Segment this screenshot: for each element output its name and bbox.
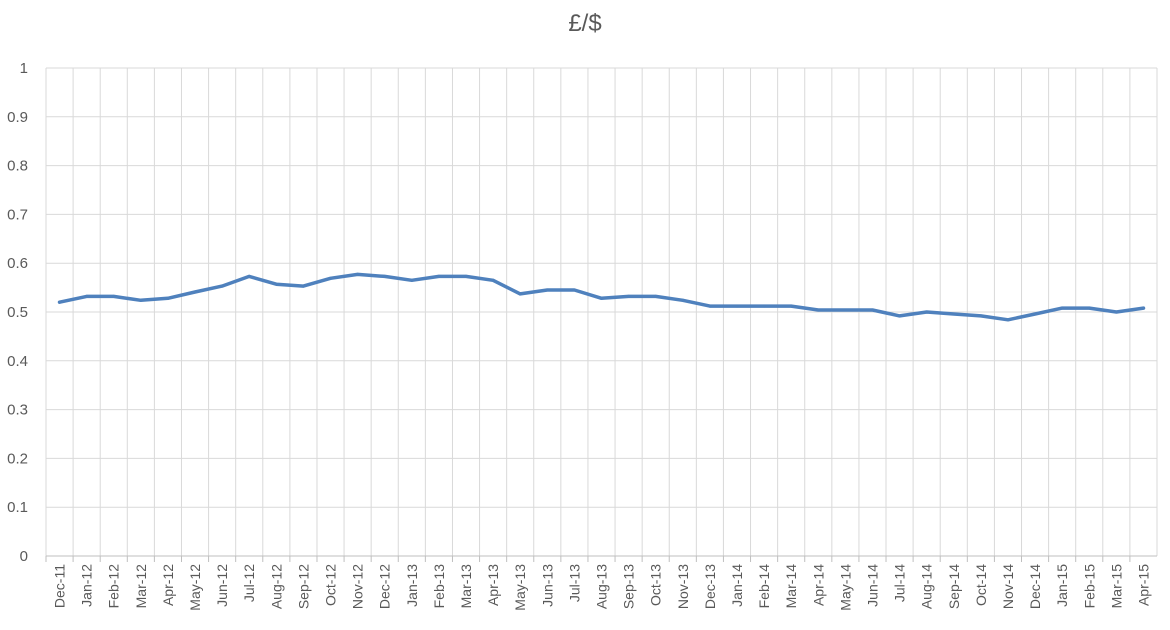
x-tick-label: Apr-15	[1135, 564, 1151, 606]
data-point	[952, 312, 956, 316]
x-tick-label: Aug-12	[268, 564, 284, 609]
x-tick-label: Apr-13	[485, 564, 501, 606]
data-point	[58, 300, 62, 304]
data-point	[925, 310, 929, 314]
x-tick-label: May-12	[187, 564, 203, 611]
x-tick-label: May-13	[512, 564, 528, 611]
x-tick-label: Feb-12	[106, 564, 122, 609]
x-tick-label: Mar-13	[458, 564, 474, 609]
y-tick-label: 0.9	[7, 109, 28, 126]
data-point	[437, 274, 441, 278]
data-point	[1033, 312, 1037, 316]
y-tick-label: 0.6	[7, 255, 28, 272]
x-tick-label: Jun-14	[864, 564, 880, 607]
data-point	[654, 294, 658, 298]
x-tick-label: Jul-12	[241, 564, 257, 602]
x-tick-label: Nov-12	[350, 564, 366, 609]
x-tick-label: Dec-11	[52, 564, 68, 608]
x-tick-label: Mar-12	[133, 564, 149, 609]
x-tick-label: Apr-12	[160, 564, 176, 606]
data-point	[870, 308, 874, 312]
data-point	[1087, 306, 1091, 310]
x-tick-label: Aug-13	[594, 564, 610, 609]
x-tick-label: Feb-15	[1081, 564, 1097, 609]
data-point	[1006, 318, 1010, 322]
x-tick-label: Dec-14	[1027, 564, 1043, 609]
x-tick-label: Sep-12	[295, 564, 311, 609]
x-tick-label: May-14	[837, 564, 853, 611]
y-tick-label: 0.7	[7, 206, 28, 223]
x-tick-label: Mar-15	[1108, 564, 1124, 609]
data-point	[708, 304, 712, 308]
x-tick-label: Oct-13	[648, 564, 664, 606]
y-tick-label: 0.5	[7, 304, 28, 321]
data-point	[112, 294, 116, 298]
data-point	[1060, 306, 1064, 310]
x-tick-label: Jun-12	[214, 564, 230, 607]
data-point	[843, 308, 847, 312]
x-tick-label: Jun-13	[539, 564, 555, 607]
data-point	[898, 314, 902, 318]
data-point	[979, 314, 983, 318]
data-point	[681, 298, 685, 302]
x-tick-label: Feb-13	[431, 564, 447, 609]
x-tick-label: Oct-14	[973, 564, 989, 606]
data-point	[464, 274, 468, 278]
data-point	[572, 288, 576, 292]
x-tick-label: Jul-14	[892, 564, 908, 602]
data-point	[193, 290, 197, 294]
data-point	[139, 298, 143, 302]
data-point	[627, 294, 631, 298]
x-tick-label: Jan-14	[729, 564, 745, 607]
y-tick-label: 0.8	[7, 158, 28, 175]
x-tick-label: Jan-12	[79, 564, 95, 607]
y-tick-label: 0.2	[7, 450, 28, 467]
data-point	[85, 294, 89, 298]
data-point	[166, 296, 170, 300]
x-tick-label: Dec-12	[377, 564, 393, 609]
x-tick-label: Mar-14	[783, 564, 799, 609]
data-point	[762, 304, 766, 308]
y-tick-label: 0.4	[7, 353, 28, 370]
data-point	[1114, 310, 1118, 314]
data-point	[1141, 306, 1145, 310]
x-tick-label: Apr-14	[810, 564, 826, 606]
data-point	[383, 274, 387, 278]
chart-title: £/$	[568, 10, 602, 37]
x-tick-label: Sep-13	[621, 564, 637, 609]
x-tick-label: Jan-13	[404, 564, 420, 607]
y-tick-label: 0.1	[7, 499, 28, 516]
data-point	[220, 284, 224, 288]
x-tick-label: Oct-12	[323, 564, 339, 606]
data-point	[735, 304, 739, 308]
data-point	[274, 282, 278, 286]
data-point	[356, 272, 360, 276]
data-point	[329, 276, 333, 280]
data-point	[600, 296, 603, 300]
x-tick-label: Feb-14	[756, 564, 772, 609]
x-tick-label: Nov-14	[1000, 564, 1016, 609]
data-point	[491, 278, 495, 282]
data-point	[545, 288, 549, 292]
y-tick-label: 0	[20, 548, 28, 565]
x-tick-label: Nov-13	[675, 564, 691, 609]
x-tick-label: Jan-15	[1054, 564, 1070, 607]
x-tick-label: Dec-13	[702, 564, 718, 609]
x-tick-label: Sep-14	[946, 564, 962, 609]
data-point	[247, 274, 251, 278]
y-tick-label: 1	[20, 60, 28, 77]
data-point	[301, 284, 305, 288]
data-point	[789, 304, 793, 308]
y-tick-label: 0.3	[7, 402, 28, 419]
data-point	[518, 292, 522, 296]
x-tick-label: Aug-14	[919, 564, 935, 609]
data-point	[816, 308, 820, 312]
x-tick-label: Jul-13	[566, 564, 582, 602]
data-point	[410, 278, 414, 282]
